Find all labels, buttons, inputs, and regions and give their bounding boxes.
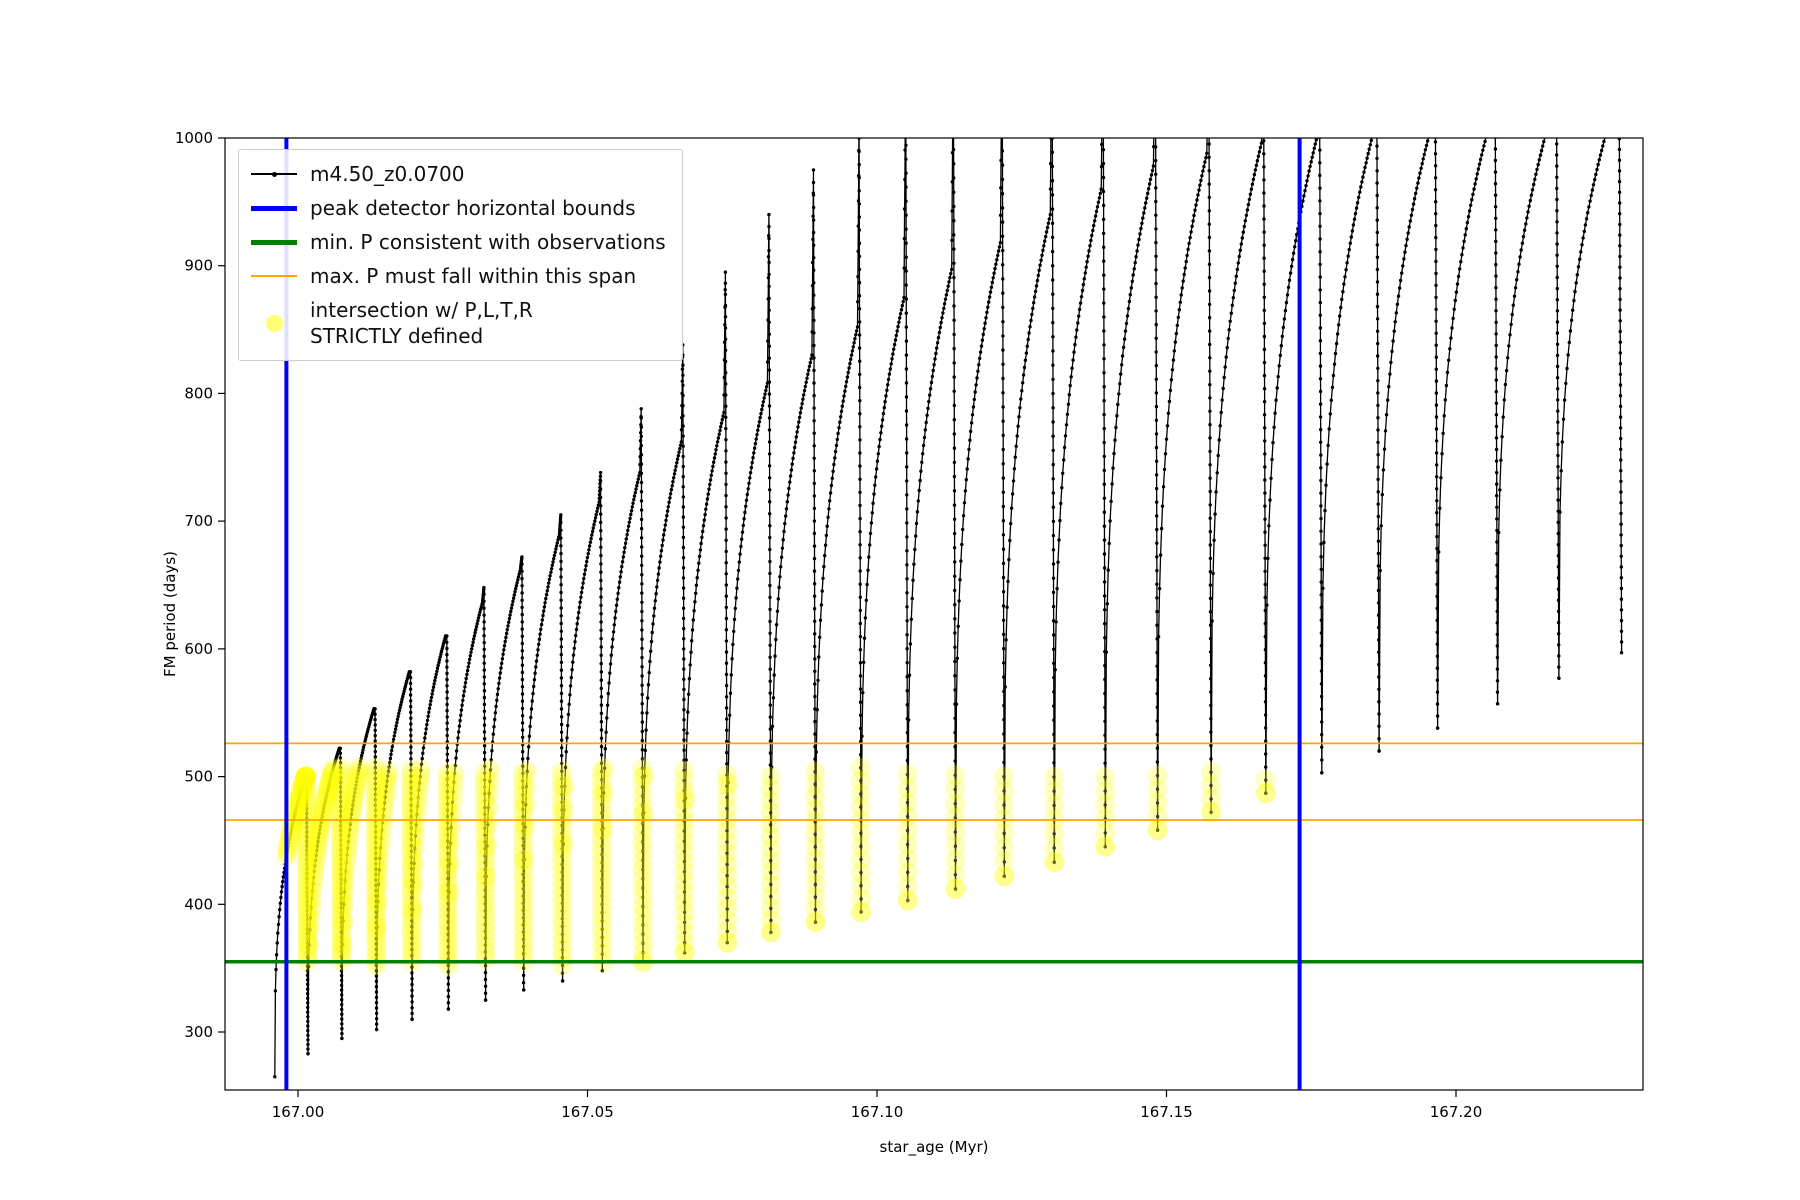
- x-tick-label: 167.10: [851, 1103, 904, 1121]
- y-tick-label: 600: [184, 640, 213, 658]
- green-line-marker-icon: [251, 239, 297, 245]
- x-axis-label: star_age (Myr): [879, 1138, 989, 1156]
- legend-item-max-period-span: max. P must fall within this span: [251, 263, 666, 289]
- legend-item-min-period: min. P consistent with observations: [251, 229, 666, 255]
- legend-item-series: m4.50_z0.0700: [251, 161, 666, 187]
- y-tick-label: 500: [184, 768, 213, 786]
- legend-label-intersection-line1: intersection w/ P,L,T,R: [310, 298, 533, 322]
- series-line: [273, 138, 1624, 1079]
- orange-line-marker-icon: [251, 275, 297, 277]
- y-axis-label: FM period (days): [161, 551, 179, 677]
- y-tick-label: 800: [184, 384, 213, 402]
- y-tick-label: 700: [184, 512, 213, 530]
- series-line-marker-icon: [251, 171, 297, 177]
- legend-label-min-period: min. P consistent with observations: [310, 230, 666, 254]
- legend-label-intersection-line2: STRICTLY defined: [310, 324, 484, 348]
- y-tick-label: 400: [184, 895, 213, 913]
- blue-line-marker-icon: [251, 205, 297, 211]
- legend-label-intersection: intersection w/ P,L,T,R STRICTLY defined: [310, 297, 533, 349]
- legend-item-intersection: intersection w/ P,L,T,R STRICTLY defined: [251, 297, 666, 349]
- yellow-dot-marker-icon: [251, 314, 297, 332]
- y-tick-label: 900: [184, 257, 213, 275]
- y-tick-label: 300: [184, 1023, 213, 1041]
- legend: m4.50_z0.0700 peak detector horizontal b…: [238, 149, 683, 361]
- legend-label-peak-bounds: peak detector horizontal bounds: [310, 196, 636, 220]
- intersection-scatter: [276, 757, 1276, 976]
- x-tick-label: 167.05: [561, 1103, 614, 1121]
- y-tick-label: 1000: [175, 129, 213, 147]
- x-tick-label: 167.15: [1140, 1103, 1193, 1121]
- legend-label-series: m4.50_z0.0700: [310, 162, 465, 186]
- x-tick-label: 167.20: [1430, 1103, 1483, 1121]
- legend-label-max-period-span: max. P must fall within this span: [310, 264, 637, 288]
- legend-item-peak-bounds: peak detector horizontal bounds: [251, 195, 666, 221]
- axes-frame: [224, 137, 1644, 1091]
- x-tick-label: 167.00: [272, 1103, 325, 1121]
